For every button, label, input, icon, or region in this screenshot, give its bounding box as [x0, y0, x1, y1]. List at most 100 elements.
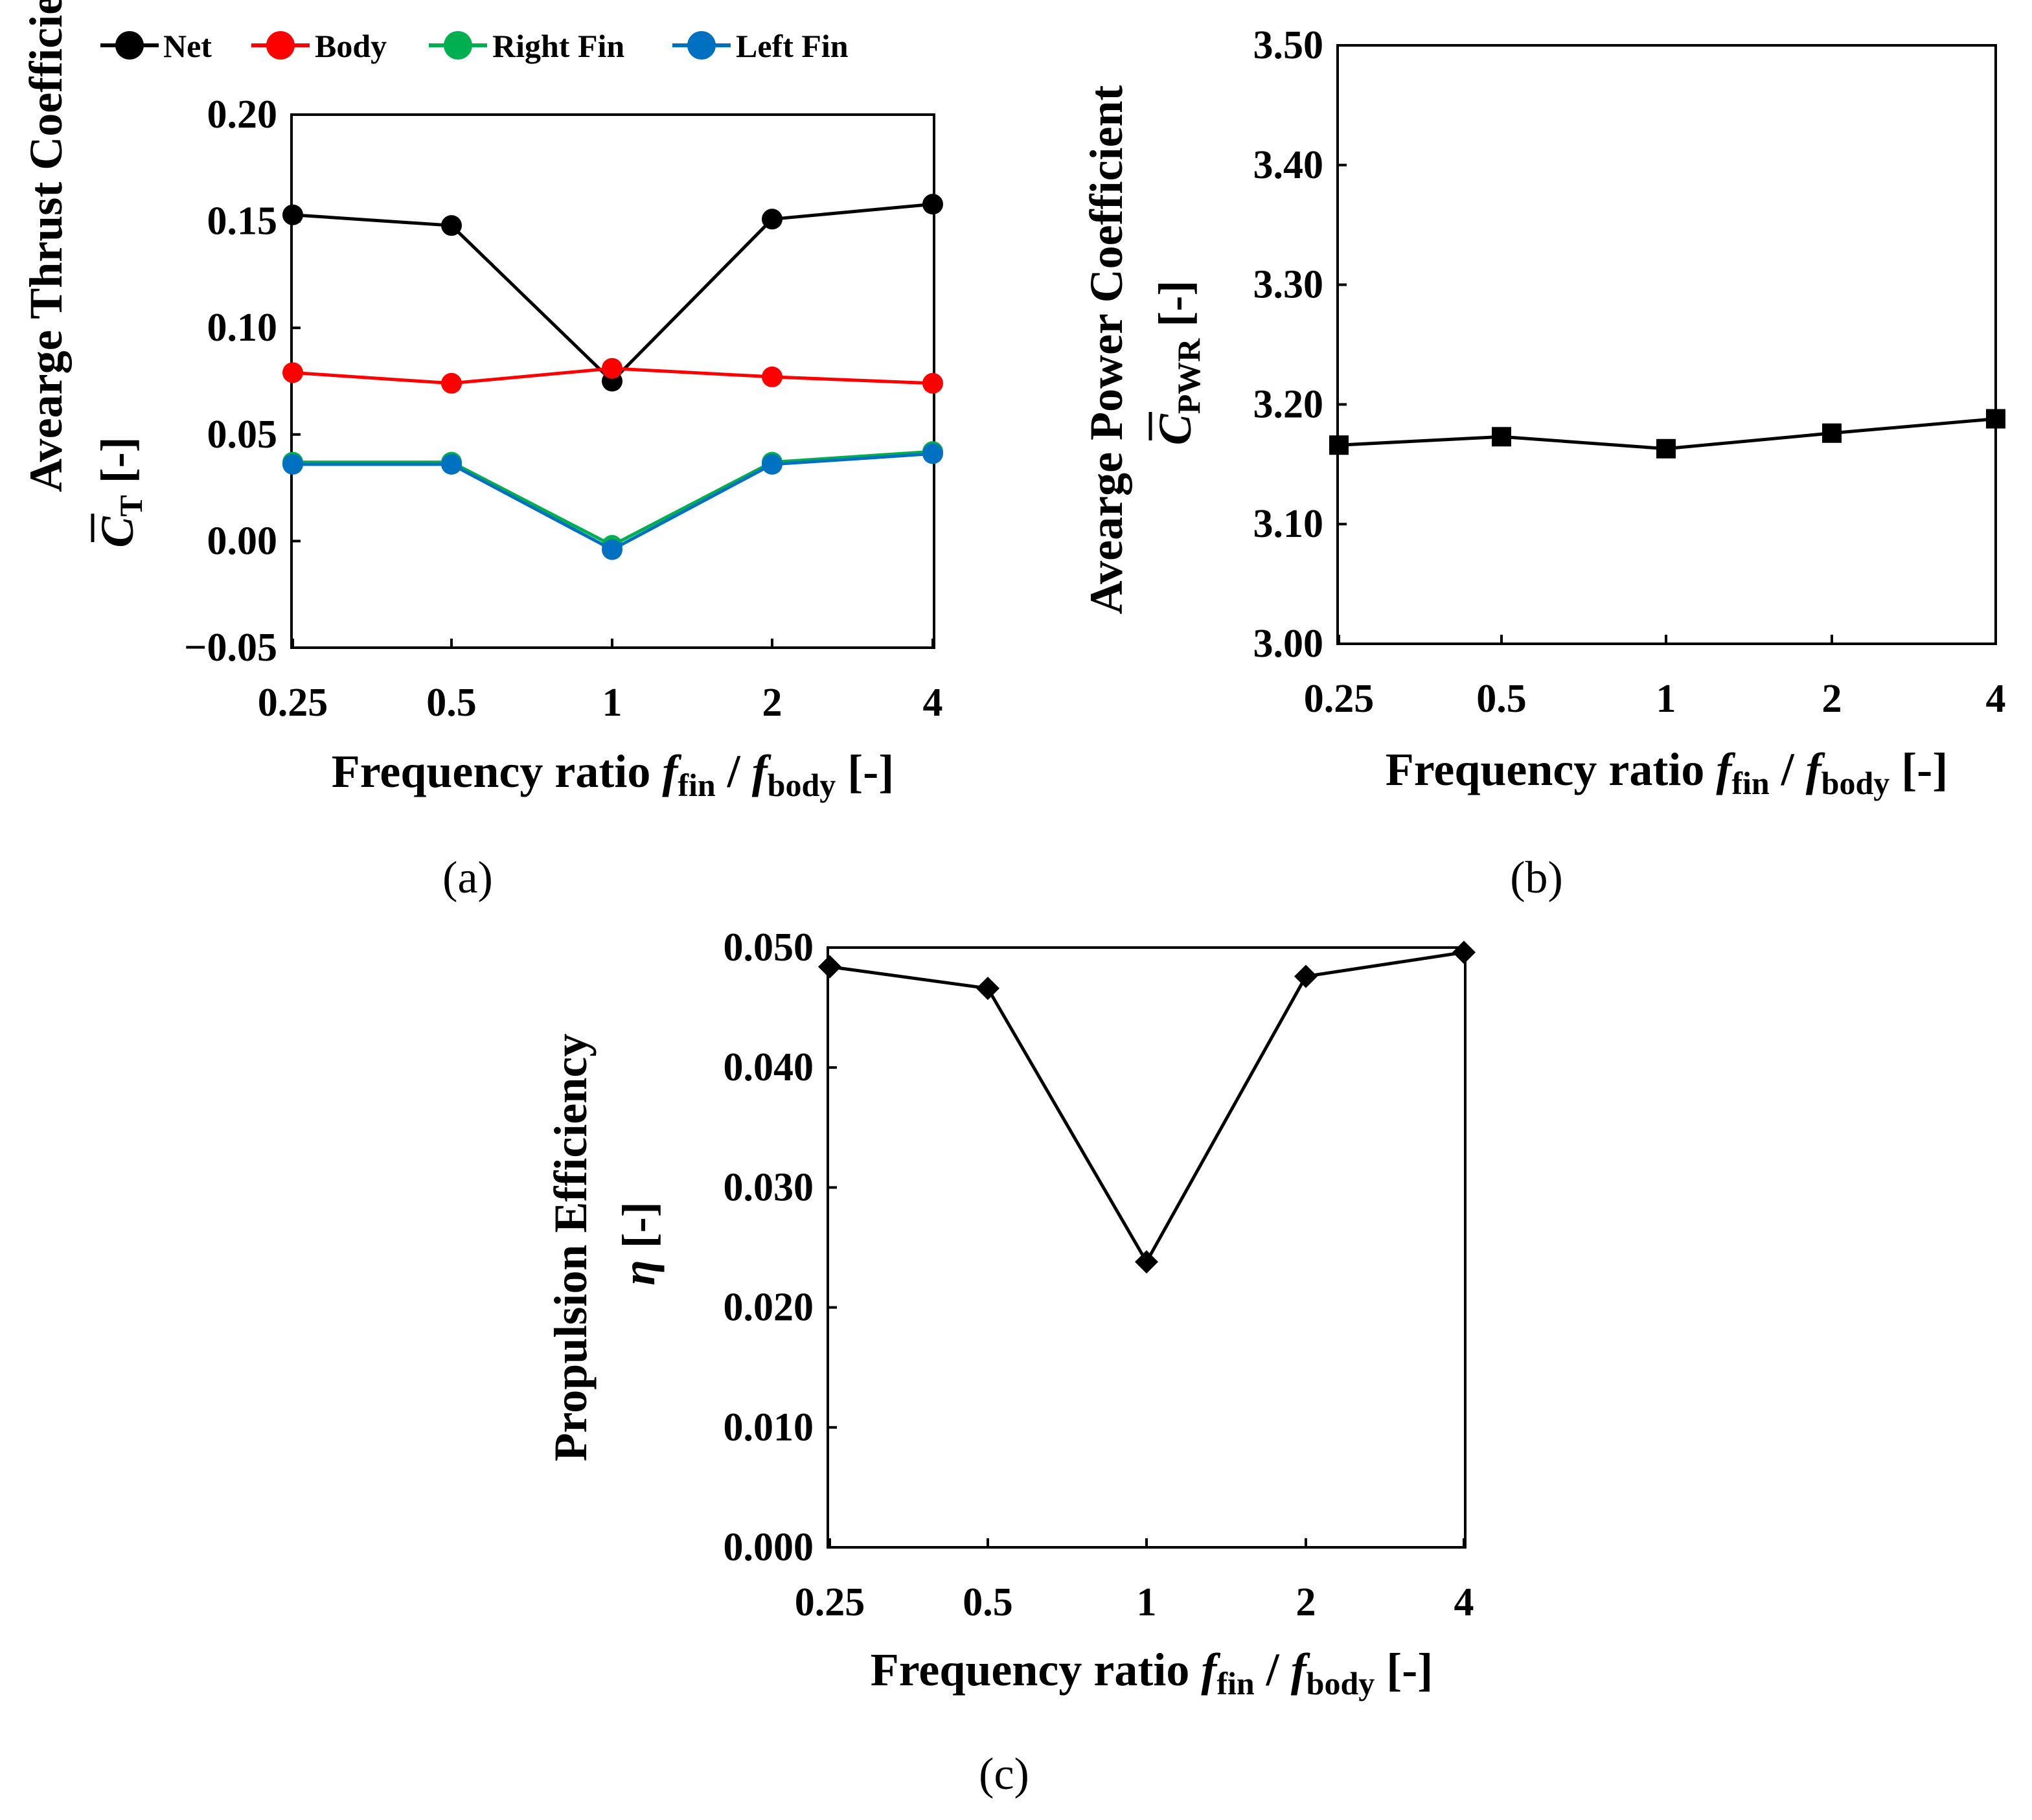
legend-item-body[interactable]: Body	[251, 28, 387, 64]
x-tick-label-c: 0.25	[795, 1580, 865, 1624]
x-tick-label-a: 2	[762, 681, 782, 725]
y-axis-symbol-text-c: η [-]	[613, 1201, 665, 1285]
x-tick-label-c: 2	[1296, 1580, 1316, 1624]
x-ticks-a: 0.25 0.5 1 2 4	[258, 639, 943, 725]
y-ticks-b: 3.50 3.40 3.30 3.20 3.10 3.00	[1253, 23, 1347, 666]
x-axis-label-a: Frequency ratio ffin / fbody [-]	[332, 745, 894, 803]
data-point-net[interactable]	[441, 215, 462, 236]
x-tick-label-a: 0.25	[258, 681, 328, 725]
y-tick-label-c: 0.050	[724, 926, 814, 970]
data-point-power[interactable]	[1986, 409, 2005, 429]
y-axis-symbol-text-a: CT [-]	[91, 437, 149, 547]
series-line-net	[292, 202, 933, 383]
series-a	[282, 194, 943, 560]
panel-c: 0.050 0.040 0.030 0.020 0.010 0.000 0.25 0.5 1 2…	[545, 926, 1476, 1799]
legend-a: Net Body Right Fin Left Fin	[100, 28, 849, 64]
y-axis-label-c: Propulsion Efficiency	[545, 1034, 597, 1462]
x-axis-label-c: Frequency ratio ffin / fbody [-]	[871, 1644, 1433, 1701]
data-point-power[interactable]	[1492, 427, 1511, 447]
y-axis-symbol-c: η [-]	[613, 1201, 665, 1285]
x-tick-label-b: 0.5	[1476, 677, 1527, 721]
y-axis-title-b: Avearge Power Coefficient	[1080, 85, 1132, 615]
y-ticks-a: 0.20 0.15 0.10 0.05 0.00 −0.05	[184, 93, 301, 670]
panel-label-c: (c)	[979, 1749, 1029, 1799]
x-tick-label-c: 4	[1454, 1580, 1474, 1624]
legend-item-net[interactable]: Net	[100, 28, 212, 64]
x-axis-label-b: Frequency ratio ffin / fbody [-]	[1386, 744, 1948, 801]
series-line-efficiency	[829, 950, 1465, 1264]
data-point-left-fin[interactable]	[922, 443, 943, 464]
panel-a: Net Body Right Fin Left Fin 0.20 0.15 0.10…	[20, 0, 943, 903]
data-point-body[interactable]	[762, 366, 782, 387]
data-point-body[interactable]	[602, 358, 622, 379]
y-axis-symbol-b: CPWR [-]	[1148, 280, 1207, 446]
y-tick-label-b: 3.00	[1253, 622, 1324, 666]
y-tick-label-c: 0.030	[724, 1165, 814, 1209]
y-axis-label-b: Avearge Power Coefficient	[1080, 85, 1132, 615]
y-axis-symbol-text-b: CPWR [-]	[1149, 280, 1207, 446]
x-tick-label-a: 0.5	[426, 681, 477, 725]
plot-frame-c	[827, 946, 1467, 1549]
x-tick-label-a: 4	[923, 681, 943, 725]
y-tick-label-a: 0.05	[207, 413, 278, 457]
panel-label-b: (b)	[1510, 853, 1563, 903]
data-point-power[interactable]	[1656, 438, 1676, 459]
y-axis-title-c: Propulsion Efficiency	[545, 1034, 597, 1462]
legend-label-net: Net	[163, 28, 212, 64]
data-point-body[interactable]	[282, 362, 303, 383]
y-tick-label-b: 3.20	[1253, 382, 1324, 426]
y-tick-label-b: 3.30	[1253, 263, 1324, 307]
data-point-net[interactable]	[922, 194, 943, 215]
x-tick-label-a: 1	[602, 681, 622, 725]
y-tick-label-c: 0.040	[724, 1045, 814, 1089]
x-ticks-c: 0.25 0.5 1 2 4	[795, 1538, 1474, 1624]
legend-item-left-fin[interactable]: Left Fin	[672, 28, 849, 64]
data-point-efficiency[interactable]	[818, 955, 841, 979]
data-point-net[interactable]	[282, 204, 303, 225]
y-ticks-c: 0.050 0.040 0.030 0.020 0.010 0.000	[724, 926, 837, 1569]
x-tick-label-c: 0.5	[963, 1580, 1013, 1624]
data-point-power[interactable]	[1329, 435, 1349, 455]
data-point-net[interactable]	[762, 209, 782, 230]
legend-item-right-fin[interactable]: Right Fin	[429, 28, 624, 64]
data-point-left-fin[interactable]	[441, 453, 462, 475]
data-point-left-fin[interactable]	[282, 453, 303, 475]
y-tick-label-b: 3.50	[1253, 23, 1324, 67]
data-point-left-fin[interactable]	[762, 453, 782, 475]
data-point-efficiency[interactable]	[1294, 964, 1318, 988]
x-tick-label-c: 1	[1137, 1580, 1157, 1624]
y-axis-title-a: Avearge Thrust Coefficient	[20, 0, 72, 492]
y-tick-label-a: 0.10	[207, 306, 278, 350]
y-tick-label-a: 0.20	[207, 93, 278, 137]
y-tick-label-a: 0.15	[207, 199, 278, 244]
y-tick-label-b: 3.40	[1253, 143, 1324, 187]
x-tick-label-b: 1	[1656, 677, 1676, 721]
y-tick-label-b: 3.10	[1253, 502, 1324, 546]
legend-label-left-fin: Left Fin	[736, 28, 849, 64]
data-point-body[interactable]	[441, 372, 462, 394]
data-point-power[interactable]	[1822, 423, 1842, 443]
plot-frame-b	[1336, 44, 1997, 645]
x-tick-label-b: 0.25	[1304, 677, 1375, 721]
y-tick-label-c: 0.020	[724, 1286, 814, 1330]
y-axis-symbol-a: CT [-]	[91, 437, 149, 548]
data-point-efficiency[interactable]	[1135, 1250, 1158, 1274]
legend-label-right-fin: Right Fin	[492, 28, 624, 64]
x-tick-label-b: 2	[1822, 677, 1842, 721]
y-tick-label-a: 0.00	[207, 519, 278, 563]
y-tick-label-a: −0.05	[184, 626, 277, 670]
data-point-efficiency[interactable]	[1452, 940, 1476, 964]
legend-label-body: Body	[315, 28, 387, 64]
data-point-body[interactable]	[922, 372, 943, 394]
data-point-efficiency[interactable]	[976, 976, 999, 1000]
y-tick-label-c: 0.010	[724, 1405, 814, 1450]
series-c	[818, 940, 1476, 1274]
data-point-left-fin[interactable]	[602, 539, 622, 560]
y-axis-label-a: Avearge Thrust Coefficient	[20, 0, 72, 492]
y-tick-label-c: 0.000	[724, 1525, 814, 1569]
series-b	[1329, 409, 2005, 459]
panel-b: 3.50 3.40 3.30 3.20 3.10 3.00 0.25 0.5 1 2 4 Avea…	[1080, 23, 2006, 903]
x-ticks-b: 0.25 0.5 1 2 4	[1304, 635, 2006, 721]
x-tick-label-b: 4	[1986, 677, 2006, 721]
